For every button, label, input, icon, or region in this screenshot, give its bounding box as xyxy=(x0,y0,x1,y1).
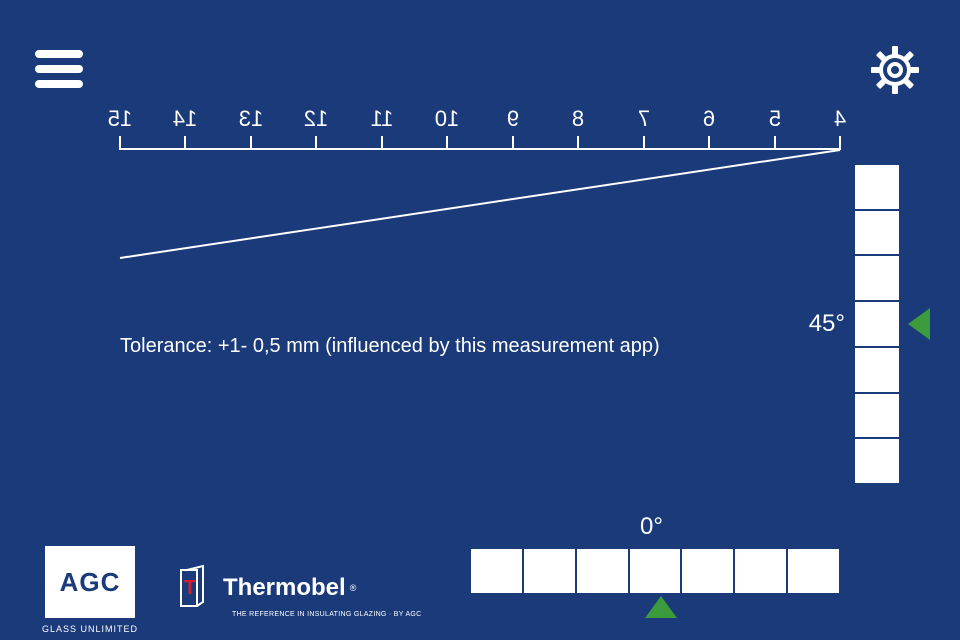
menu-bar xyxy=(35,80,83,88)
vertical-level-marker xyxy=(908,308,930,340)
ruler-label: 4 xyxy=(834,106,846,132)
ruler-label: 11 xyxy=(370,106,393,132)
menu-bar xyxy=(35,50,83,58)
ruler-tick xyxy=(577,136,579,150)
ruler-label: 10 xyxy=(435,106,459,132)
ruler-tick xyxy=(184,136,186,150)
ruler-tick xyxy=(381,136,383,150)
vertical-level[interactable] xyxy=(854,164,900,484)
agc-logo-text: AGC xyxy=(60,567,121,598)
ruler-label: 12 xyxy=(304,106,328,132)
ruler-label: 9 xyxy=(507,106,519,132)
ruler-tick xyxy=(119,136,121,150)
level-cell xyxy=(854,301,900,347)
thermobel-text: Thermobel xyxy=(223,574,346,602)
ruler-label: 15 xyxy=(108,106,132,132)
ruler-tick xyxy=(643,136,645,150)
registered-mark: ® xyxy=(350,583,357,593)
ruler-tick xyxy=(250,136,252,150)
settings-icon[interactable] xyxy=(870,45,920,95)
ruler-tick xyxy=(774,136,776,150)
level-cell xyxy=(854,393,900,439)
ruler-label: 13 xyxy=(239,106,263,132)
top-ruler: 151413121110987654 xyxy=(120,100,840,150)
agc-logo: AGC xyxy=(45,546,135,618)
ruler-tick xyxy=(446,136,448,150)
level-cell xyxy=(854,210,900,256)
level-cell xyxy=(576,548,629,594)
thermobel-tagline: THE REFERENCE IN INSULATING GLAZING · BY… xyxy=(232,611,422,618)
horizontal-level-label: 0° xyxy=(640,513,663,541)
level-cell xyxy=(854,438,900,484)
svg-text:T: T xyxy=(184,577,196,599)
ruler-tick xyxy=(839,136,841,150)
thermobel-icon: T xyxy=(175,564,215,612)
tolerance-text: Tolerance: +1- 0,5 mm (influenced by thi… xyxy=(120,335,660,358)
level-cell xyxy=(523,548,576,594)
ruler-label: 8 xyxy=(572,106,584,132)
menu-icon[interactable] xyxy=(35,50,83,88)
ruler-baseline xyxy=(120,148,840,150)
ruler-label: 14 xyxy=(173,106,197,132)
agc-tagline: GLASS UNLIMITED xyxy=(42,624,138,634)
ruler-tick xyxy=(315,136,317,150)
ruler-label: 5 xyxy=(768,106,780,132)
level-cell xyxy=(470,548,523,594)
ruler-tick xyxy=(708,136,710,150)
level-cell xyxy=(629,548,682,594)
ruler-tick xyxy=(512,136,514,150)
vertical-level-label: 45° xyxy=(809,310,845,338)
level-cell xyxy=(854,164,900,210)
level-cell xyxy=(734,548,787,594)
thermobel-logo: T Thermobel ® xyxy=(175,564,356,612)
menu-bar xyxy=(35,65,83,73)
level-cell xyxy=(854,347,900,393)
ruler-label: 6 xyxy=(703,106,715,132)
horizontal-level[interactable] xyxy=(470,548,840,594)
level-cell xyxy=(681,548,734,594)
ruler-label: 7 xyxy=(638,106,650,132)
horizontal-level-marker xyxy=(645,596,677,618)
level-cell xyxy=(787,548,840,594)
level-cell xyxy=(854,255,900,301)
